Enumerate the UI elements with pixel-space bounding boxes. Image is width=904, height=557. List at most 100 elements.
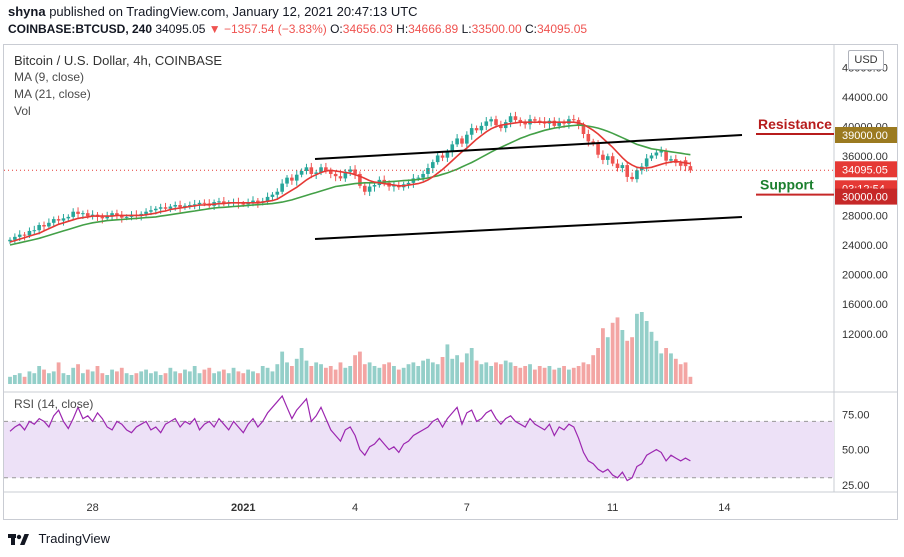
brand-name[interactable]: TradingView	[38, 531, 110, 547]
volume-bar	[280, 351, 285, 384]
legend-ma21[interactable]: MA (21, close)	[14, 87, 91, 101]
ma9-line	[9, 121, 691, 243]
volume-bar	[105, 375, 110, 384]
volume-bar	[149, 373, 153, 384]
volume-bar	[207, 367, 212, 384]
volume-bar	[508, 362, 513, 384]
candle-body	[202, 202, 207, 204]
volume-bar	[144, 369, 148, 384]
volume-bar	[202, 369, 207, 384]
tradingview-logo-icon[interactable]	[8, 532, 30, 546]
volume-bar	[596, 348, 600, 384]
candle-body	[635, 170, 639, 180]
volume-bar	[537, 366, 542, 384]
volume-bar	[309, 366, 314, 384]
candle-body	[217, 201, 221, 203]
rsi-tick-label: 50.00	[842, 445, 870, 457]
candle-body	[42, 225, 46, 227]
candle-body	[192, 204, 197, 206]
candle-body	[435, 155, 440, 163]
rsi-legend[interactable]: RSI (14, close)	[14, 397, 94, 411]
ohlc-line: COINBASE:BTCUSD, 240 34095.05 ▼ −1357.54…	[8, 22, 587, 36]
currency-button[interactable]: USD	[848, 50, 884, 70]
volume-bar	[460, 362, 464, 384]
candle-body	[474, 128, 479, 131]
author-name[interactable]: shyna	[8, 4, 46, 19]
candle-body	[51, 219, 56, 223]
legend-vol[interactable]: Vol	[14, 104, 31, 118]
candle-body	[460, 138, 464, 144]
candle-body	[533, 119, 537, 121]
candle-body	[328, 170, 333, 174]
volume-bar	[523, 366, 528, 384]
volume-bar	[22, 376, 27, 384]
volume-bar	[183, 369, 187, 384]
candle-body	[358, 173, 362, 186]
high-value: 34666.89	[408, 22, 459, 36]
volume-bar	[542, 367, 547, 384]
rsi-line	[9, 394, 691, 482]
volume-bar	[382, 364, 387, 384]
volume-bar	[571, 367, 576, 384]
volume-bar	[479, 364, 484, 384]
candle-body	[47, 222, 51, 227]
legend-ma9[interactable]: MA (9, close)	[14, 70, 85, 84]
candle-body	[489, 119, 493, 122]
price-tick-label: 20000.00	[842, 270, 888, 282]
low-label: L:	[461, 22, 472, 36]
candle-body	[581, 125, 586, 134]
volume-bar	[494, 362, 498, 384]
low-value: 33500.00	[471, 22, 522, 36]
candle-body	[421, 173, 425, 178]
volume-bar	[37, 366, 42, 384]
candle-body	[280, 183, 284, 192]
publish-line: shyna published on TradingView.com, Janu…	[8, 4, 418, 19]
ma21-line	[9, 124, 691, 246]
channel-lines[interactable]	[314, 134, 743, 240]
volume-bar	[343, 367, 348, 384]
candle-body	[163, 207, 168, 209]
volume-bar	[17, 373, 22, 384]
volume-bar	[241, 373, 246, 384]
last-price-tag: 34095.05	[842, 164, 888, 176]
candle-body	[105, 216, 109, 219]
volume-bar	[95, 366, 100, 384]
volume-bar	[231, 367, 236, 384]
high-label: H:	[396, 22, 409, 36]
candle-body	[270, 194, 275, 197]
volume-bar	[430, 362, 435, 384]
volume-bar	[51, 371, 56, 384]
volume-bar	[367, 362, 372, 384]
candle-body	[596, 143, 600, 155]
candle-body	[85, 213, 90, 217]
volume-bar	[503, 360, 508, 384]
chart-frame[interactable]	[3, 44, 898, 520]
price-change: ▼ −1357.54 (−3.83%)	[208, 22, 327, 36]
volume-bar	[552, 369, 557, 384]
candle-body	[115, 213, 119, 216]
volume-bar	[426, 358, 430, 384]
volume-bar	[153, 371, 158, 384]
volume-bar	[139, 371, 144, 384]
candle-body	[119, 215, 124, 218]
volume-bar	[110, 369, 114, 384]
candle-body	[309, 167, 314, 174]
volume-bar	[484, 362, 489, 384]
volume-bar	[635, 313, 639, 384]
last-price: 34095.05	[155, 22, 206, 36]
volume-bars	[8, 312, 693, 384]
volume-bar	[654, 340, 659, 384]
candle-body	[324, 167, 328, 171]
moving-averages	[9, 121, 691, 246]
candle-body	[197, 202, 202, 205]
close-label: C:	[525, 22, 537, 36]
candle-body	[338, 176, 343, 179]
volume-bar	[221, 369, 226, 384]
candle-body	[178, 205, 182, 208]
volume-bar	[42, 369, 46, 384]
volume-bar	[226, 373, 231, 384]
volume-bar	[615, 317, 620, 384]
time-tick-label: 11	[607, 502, 618, 514]
volume-bar	[411, 362, 416, 384]
